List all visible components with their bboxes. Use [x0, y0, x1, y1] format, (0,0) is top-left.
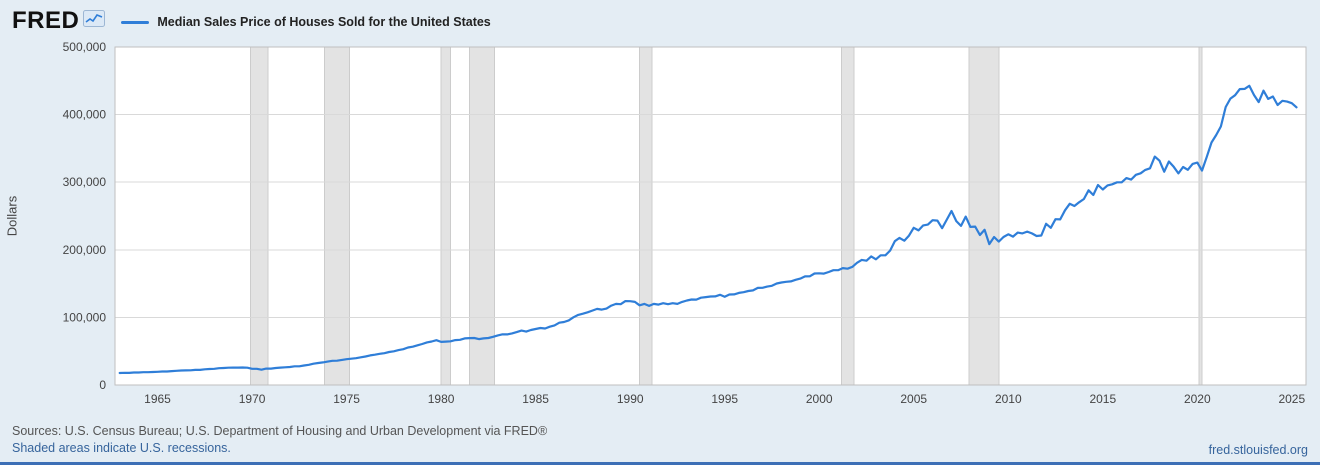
svg-text:0: 0	[99, 378, 106, 392]
legend: Median Sales Price of Houses Sold for th…	[121, 13, 491, 29]
svg-text:2015: 2015	[1089, 392, 1116, 406]
fred-logo[interactable]: FRED	[12, 7, 106, 34]
svg-text:100,000: 100,000	[63, 310, 107, 324]
svg-text:1995: 1995	[711, 392, 738, 406]
fred-site-link[interactable]: fred.stlouisfed.org	[1208, 443, 1308, 457]
recession-note-link[interactable]: Shaded areas indicate U.S. recessions.	[12, 441, 231, 455]
svg-text:2005: 2005	[900, 392, 927, 406]
line-chart-icon	[83, 10, 106, 32]
chart-svg[interactable]: 0 100,000 200,000 300,000 400,000 500,000 1965…	[0, 38, 1320, 410]
svg-text:2010: 2010	[995, 392, 1022, 406]
y-axis-title: Dollars	[4, 195, 20, 237]
chart-area: 0 100,000 200,000 300,000 400,000 500,000 1965…	[0, 38, 1320, 410]
sources-text: Sources: U.S. Census Bureau; U.S. Depart…	[12, 424, 548, 438]
svg-text:1970: 1970	[239, 392, 266, 406]
bottom-accent-bar	[0, 462, 1320, 465]
fred-logo-text: FRED	[12, 7, 80, 34]
series-title: Median Sales Price of Houses Sold for th…	[157, 15, 491, 29]
svg-text:200,000: 200,000	[63, 243, 107, 257]
svg-text:1975: 1975	[333, 392, 360, 406]
svg-text:2000: 2000	[806, 392, 833, 406]
svg-text:2025: 2025	[1278, 392, 1305, 406]
legend-line-swatch	[121, 20, 150, 24]
header: FRED Median Sales Price of Houses Sold f…	[12, 7, 491, 35]
svg-text:500,000: 500,000	[63, 40, 107, 54]
svg-text:400,000: 400,000	[63, 108, 107, 122]
svg-text:300,000: 300,000	[63, 175, 107, 189]
svg-text:1965: 1965	[144, 392, 171, 406]
svg-text:1990: 1990	[617, 392, 644, 406]
svg-text:2020: 2020	[1184, 392, 1211, 406]
svg-text:1980: 1980	[428, 392, 455, 406]
svg-text:1985: 1985	[522, 392, 549, 406]
